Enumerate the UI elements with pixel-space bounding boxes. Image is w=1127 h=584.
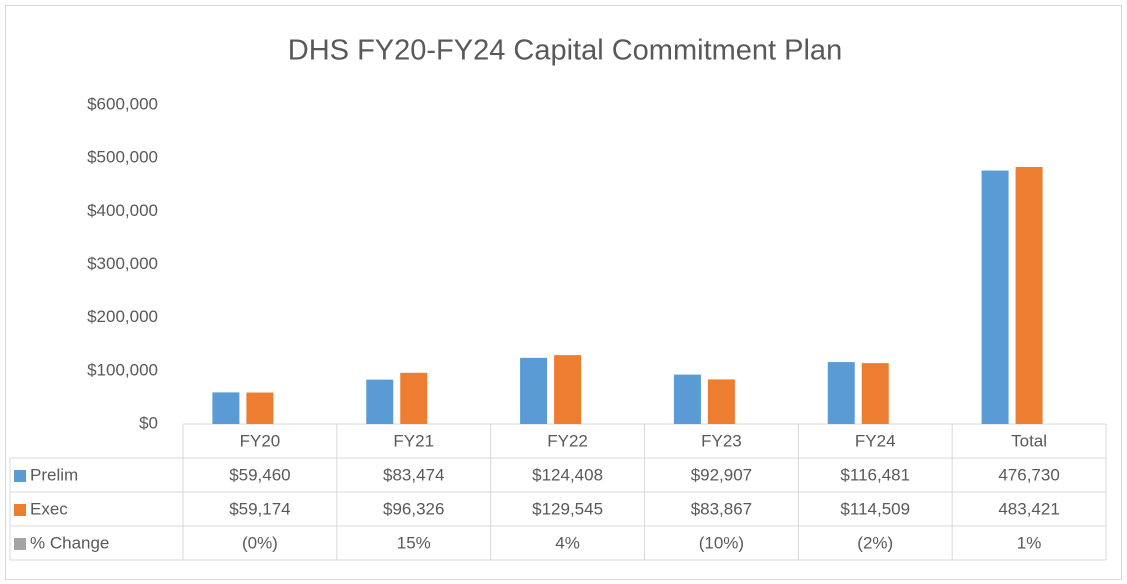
table-value: $92,907 [691, 465, 752, 484]
table-value: 483,421 [998, 499, 1059, 518]
bar [520, 357, 548, 424]
legend-label: % Change [30, 533, 109, 552]
bar [212, 392, 240, 424]
table-value: $116,481 [840, 465, 910, 484]
y-tick-label: $200,000 [87, 307, 158, 326]
y-tick-label: $400,000 [87, 201, 158, 220]
bar [554, 355, 582, 424]
y-tick-label: $100,000 [87, 360, 158, 379]
table-value: $83,474 [383, 465, 444, 484]
table-value: $83,867 [691, 499, 752, 518]
y-tick-label: $600,000 [87, 94, 158, 113]
table-value: $129,545 [532, 499, 603, 518]
table-value: $96,326 [383, 499, 444, 518]
legend-key [14, 470, 26, 482]
legend-key [14, 538, 26, 550]
bar [861, 363, 889, 424]
bar [981, 170, 1009, 424]
bar [366, 379, 394, 424]
y-tick-label: $0 [139, 413, 158, 432]
x-tick-label: FY23 [701, 431, 742, 450]
table-value: 4% [555, 533, 580, 552]
table-value: (2%) [857, 533, 893, 552]
x-tick-label: FY21 [393, 431, 434, 450]
table-value: $114,509 [840, 499, 910, 518]
legend-label: Exec [30, 499, 68, 518]
table-value: $59,460 [229, 465, 290, 484]
x-tick-label: Total [1011, 431, 1047, 450]
table-value: 1% [1017, 533, 1042, 552]
bar [707, 379, 735, 424]
bar [1015, 166, 1043, 424]
chart-title: DHS FY20-FY24 Capital Commitment Plan [288, 35, 842, 67]
legend-key [14, 504, 26, 516]
table-value: $59,174 [229, 499, 290, 518]
bar [246, 392, 274, 424]
y-tick-label: $500,000 [87, 148, 158, 167]
x-tick-label: FY20 [240, 431, 281, 450]
bar [400, 372, 428, 424]
legend-label: Prelim [30, 465, 78, 484]
table-value: 15% [397, 533, 431, 552]
chart-border [5, 5, 1122, 580]
x-tick-label: FY22 [547, 431, 588, 450]
table-value: (0%) [242, 533, 278, 552]
y-tick-label: $300,000 [87, 254, 158, 273]
table-value: (10%) [699, 533, 744, 552]
table-value: $124,408 [532, 465, 603, 484]
bar [827, 362, 855, 424]
bar [673, 374, 701, 424]
x-tick-label: FY24 [855, 431, 896, 450]
table-value: 476,730 [998, 465, 1059, 484]
